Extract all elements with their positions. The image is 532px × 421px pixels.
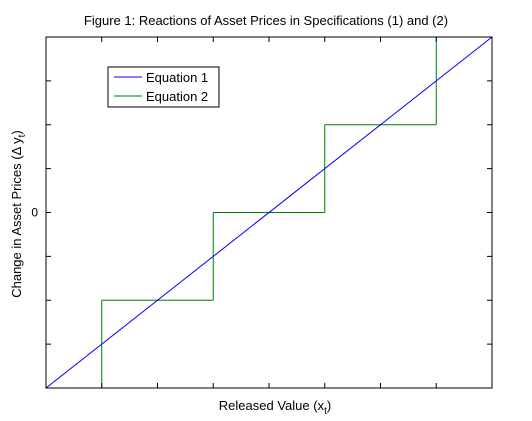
legend-label-equation-1: Equation 1 [146, 70, 208, 85]
axis-ticks: 0 [31, 36, 493, 389]
equation-1-line [45, 36, 493, 389]
y-tick-label-0: 0 [31, 206, 38, 220]
x-axis-label: Released Value (xt) [219, 398, 331, 417]
legend-label-equation-2: Equation 2 [146, 89, 208, 104]
plot-area [45, 36, 493, 389]
legend: Equation 1 Equation 2 [107, 66, 220, 108]
legend-box [107, 66, 220, 108]
chart-title: Figure 1: Reactions of Asset Prices in S… [84, 13, 448, 28]
y-axis-label: Change in Asset Prices (Δ yt) [9, 130, 28, 298]
